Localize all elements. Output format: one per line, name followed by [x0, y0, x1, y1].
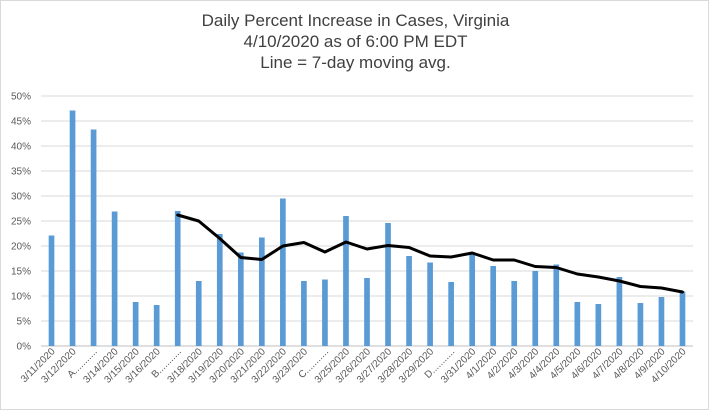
bar	[427, 262, 433, 346]
bar	[195, 281, 202, 346]
bar	[511, 281, 518, 346]
y-tick-label: 10%	[11, 292, 31, 303]
y-tick-label: 0%	[17, 342, 32, 353]
y-tick-label: 45%	[11, 117, 31, 128]
bar	[469, 253, 476, 346]
bar	[343, 216, 349, 346]
bar	[490, 266, 497, 346]
y-tick-label: 30%	[11, 192, 31, 203]
chart-title: Daily Percent Increase in Cases, Virgini…	[201, 11, 510, 30]
y-tick-label: 25%	[11, 217, 31, 228]
bar	[153, 305, 160, 346]
bar	[637, 303, 644, 346]
bar	[406, 256, 412, 346]
bar	[679, 291, 686, 346]
bar	[280, 198, 286, 346]
y-tick-label: 50%	[11, 92, 31, 103]
bar	[322, 279, 328, 346]
y-tick-label: 20%	[11, 242, 31, 253]
bar	[448, 282, 454, 346]
chart-subtitle-date: 4/10/2020 as of 6:00 PM EDT	[243, 32, 468, 51]
y-tick-label: 35%	[11, 167, 31, 178]
bar	[48, 235, 55, 346]
bar	[237, 252, 244, 346]
bar	[553, 264, 560, 346]
y-tick-label: 40%	[11, 142, 31, 153]
chart-subtitle-note: Line = 7-day moving avg.	[260, 53, 451, 72]
bar	[364, 278, 370, 346]
bar	[574, 302, 581, 346]
bar	[616, 277, 623, 346]
y-tick-label: 5%	[17, 317, 32, 328]
bar	[132, 302, 139, 346]
bar	[69, 110, 76, 346]
bar	[385, 223, 391, 346]
bar	[258, 237, 265, 346]
bar	[174, 211, 181, 346]
bar	[111, 211, 118, 346]
y-tick-label: 15%	[11, 267, 31, 278]
bar	[658, 297, 665, 346]
bar	[301, 281, 307, 346]
bar	[532, 271, 539, 346]
bar	[595, 304, 602, 346]
chart-title-block: Daily Percent Increase in Cases, Virgini…	[1, 10, 709, 73]
moving-average-line	[176, 213, 684, 294]
bar	[216, 234, 223, 346]
bar	[90, 129, 97, 346]
